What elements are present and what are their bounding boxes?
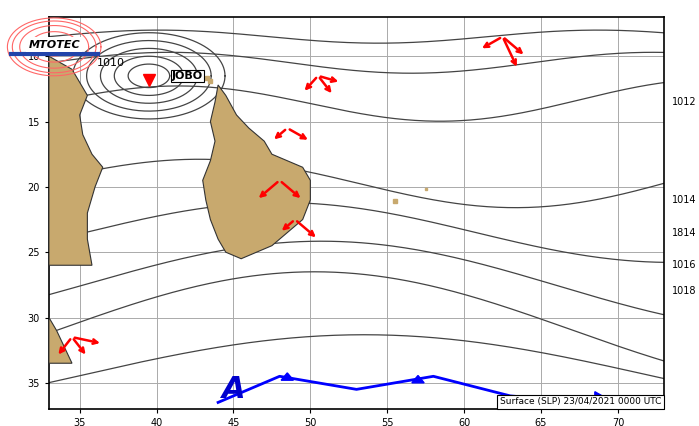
Text: Surface (SLP) 23/04/2021 0000 UTC: Surface (SLP) 23/04/2021 0000 UTC — [500, 397, 661, 406]
Text: 1014: 1014 — [672, 195, 696, 205]
Text: JOBO: JOBO — [172, 71, 203, 81]
Text: 1010: 1010 — [96, 58, 124, 68]
Text: A: A — [222, 375, 245, 404]
Text: 1012: 1012 — [672, 97, 696, 107]
Text: MTOTEC: MTOTEC — [29, 40, 80, 49]
Polygon shape — [203, 85, 310, 259]
Polygon shape — [49, 317, 72, 363]
Polygon shape — [281, 373, 294, 380]
Polygon shape — [49, 56, 103, 265]
Text: 1814: 1814 — [672, 227, 696, 238]
Text: 1018: 1018 — [672, 286, 696, 296]
Polygon shape — [412, 375, 424, 383]
Text: 1016: 1016 — [672, 260, 696, 270]
Polygon shape — [595, 392, 603, 400]
